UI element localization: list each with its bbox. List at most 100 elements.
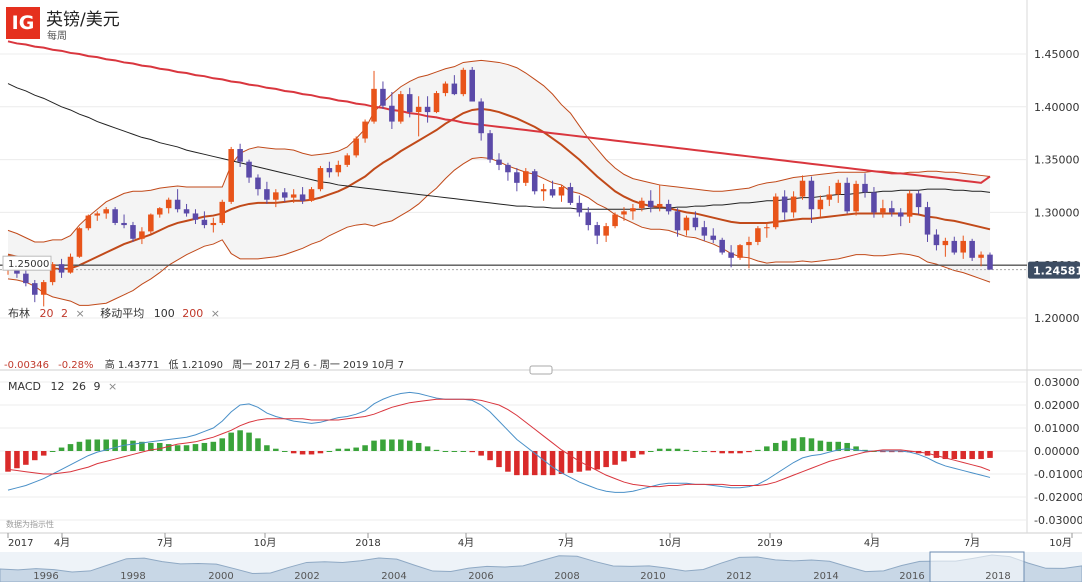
macd-fast: 12 [50, 380, 65, 393]
macd-slow: 26 [71, 380, 86, 393]
low-label: 低 [168, 360, 179, 371]
macd-histogram-bar [505, 451, 511, 472]
remove-macd-icon[interactable]: × [107, 380, 118, 393]
macd-histogram-bar [630, 451, 636, 458]
macd-histogram-bar [174, 445, 181, 451]
candle-body [710, 235, 717, 240]
remove-bollinger-icon[interactable]: × [75, 307, 85, 320]
candle-body [398, 94, 404, 122]
macd-histogram-bar [308, 451, 315, 455]
price-tick-label: 1.20000 [1034, 312, 1080, 325]
macd-histogram-bar [317, 451, 324, 454]
macd-histogram-bar [255, 438, 261, 451]
macd-histogram-bar [76, 441, 83, 451]
candle-body [353, 138, 359, 156]
macd-histogram-bar [719, 451, 725, 454]
macd-histogram-bar [799, 437, 806, 451]
navigator-selection-window [929, 551, 1025, 582]
candle-body [594, 225, 600, 236]
time-axis-label: 2019 [757, 538, 782, 549]
macd-histogram-bar [201, 442, 208, 451]
candle-body [647, 200, 654, 208]
candle-body [772, 196, 779, 228]
candle-body [826, 194, 833, 200]
macd-histogram-bar [85, 439, 92, 451]
candle-body [942, 240, 949, 246]
candle-body [692, 217, 699, 228]
macd-histogram-bar [299, 451, 306, 455]
candle-body [549, 189, 556, 196]
macd-histogram-bar [183, 445, 190, 451]
macd-histogram-bar [835, 441, 842, 451]
candle-body [76, 228, 83, 257]
candle-body [871, 192, 877, 213]
candle-body [764, 227, 770, 229]
macd-histogram-bar [112, 439, 118, 451]
candle-body [201, 219, 208, 226]
macd-histogram-bar [523, 451, 529, 476]
macd-histogram-bar [808, 438, 815, 451]
macd-histogram-bar [906, 451, 913, 453]
macd-histogram-bar [665, 448, 672, 451]
macd-histogram-bar [398, 439, 404, 451]
candle-body [174, 199, 181, 210]
macd-histogram-bar [880, 451, 886, 453]
macd-histogram-bar [755, 449, 761, 451]
candle-body [67, 256, 74, 273]
macd-histogram-bar [469, 451, 475, 453]
candle-body [505, 164, 511, 173]
macd-histogram-bar [674, 448, 681, 451]
macd-histogram-bar [621, 451, 627, 462]
macd-histogram-bar [746, 451, 752, 453]
navigator-year-label: 2004 [381, 571, 406, 582]
candle-body [969, 240, 975, 258]
candle-body [531, 171, 538, 192]
macd-histogram-bar [406, 440, 413, 451]
macd-histogram-bar [451, 451, 458, 452]
candle-body [746, 241, 752, 246]
candle-body [112, 209, 118, 223]
macd-histogram-bar [40, 451, 47, 456]
macd-tick-label: 0.03000 [1034, 376, 1080, 389]
navigator-year-label: 1996 [33, 571, 58, 582]
candle-body [728, 252, 734, 258]
candle-body [889, 208, 895, 213]
macd-histogram-bar [130, 440, 136, 451]
macd-tick-label: -0.02000 [1034, 491, 1082, 504]
price-tick-label: 1.35000 [1034, 154, 1080, 167]
macd-histogram-bar [389, 439, 395, 451]
remove-ma-icon[interactable]: × [210, 307, 220, 320]
candle-body [121, 222, 127, 226]
candle-body [701, 227, 708, 236]
candle-body [219, 201, 226, 223]
macd-histogram-bar [380, 439, 386, 451]
macd-histogram-bar [933, 451, 940, 458]
candle-body [344, 155, 351, 165]
high-value: 1.43771 [117, 360, 160, 371]
candle-body [389, 105, 395, 122]
candle-body [94, 213, 101, 216]
candle-body [165, 199, 172, 209]
candle-body [281, 192, 288, 198]
candle-body [139, 231, 145, 239]
candle-body [924, 207, 931, 235]
navigator-year-label: 2014 [813, 571, 838, 582]
candle-body [130, 225, 136, 239]
macd-histogram-bar [103, 439, 109, 451]
macd-histogram-bar [228, 432, 234, 451]
macd-histogram-bar [567, 451, 574, 473]
bollinger-band-fill [8, 60, 990, 306]
left-price-marker: 1.25000 [8, 259, 49, 270]
navigator-year-label: 2016 [899, 571, 924, 582]
macd-histogram-bar [67, 444, 74, 451]
candle-body [906, 193, 913, 217]
candle-body [406, 94, 413, 113]
navigator-year-label: 2008 [554, 571, 579, 582]
candle-body [478, 101, 484, 134]
candle-body [835, 182, 842, 195]
navigator-year-label: 2006 [468, 571, 493, 582]
candle-body [273, 192, 279, 200]
macd-histogram-bar [585, 451, 592, 471]
time-axis-label: 7月 [558, 537, 574, 549]
